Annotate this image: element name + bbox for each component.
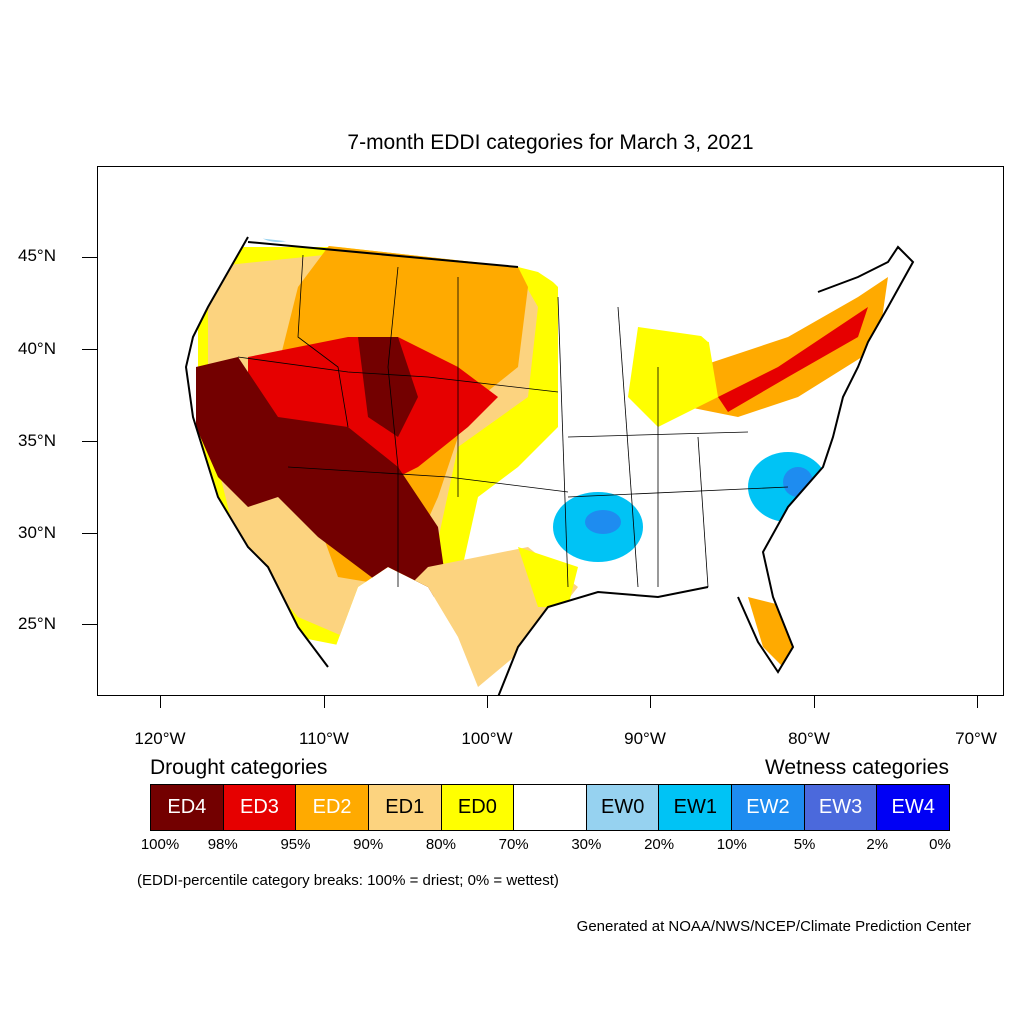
legend-break-label: 80%	[425, 836, 456, 853]
lat-label-45n: 45°N	[18, 246, 56, 265]
map-title: 7-month EDDI categories for March 3, 202…	[347, 131, 754, 154]
lon-tick	[487, 696, 488, 708]
legend-note: (EDDI-percentile category breaks: 100% =…	[137, 872, 559, 889]
lat-label-25n: 25°N	[18, 614, 56, 633]
legend-break-label: 20%	[644, 836, 675, 853]
lon-label-110w: 110°W	[299, 729, 349, 748]
map-canvas	[184, 236, 915, 695]
legend-cell-ew3: EW3	[804, 785, 878, 830]
legend-break-label: 70%	[498, 836, 529, 853]
legend-cell-ew0: EW0	[586, 785, 660, 830]
legend-break-label: 2%	[866, 836, 889, 853]
legend-break-label: 95%	[280, 836, 311, 853]
lon-tick	[977, 696, 978, 708]
legend-cell-ed3: ED3	[223, 785, 297, 830]
legend-break-label: 98%	[207, 836, 238, 853]
legend-cell-ed1: ED1	[368, 785, 442, 830]
legend-cell-neutral	[514, 785, 587, 830]
legend-colorbar: ED4 ED3 ED2 ED1 ED0 EW0 EW1 EW2 EW3 EW4	[150, 784, 950, 831]
credit-text: Generated at NOAA/NWS/NCEP/Climate Predi…	[576, 918, 971, 935]
lon-tick	[160, 696, 161, 708]
legend-cell-ew1: EW1	[659, 785, 733, 830]
lon-label-120w: 120°W	[134, 729, 186, 748]
legend-break-label: 0%	[929, 836, 951, 853]
legend-break-label: 100%	[140, 836, 180, 853]
lat-label-40n: 40°N	[18, 339, 56, 358]
lat-tick	[82, 257, 97, 258]
legend-cell-ed4: ED4	[151, 785, 224, 830]
lon-tick	[814, 696, 815, 708]
lat-label-35n: 35°N	[18, 431, 56, 450]
lat-label-30n: 30°N	[18, 523, 56, 542]
lon-tick	[324, 696, 325, 708]
lat-tick	[82, 533, 97, 534]
lat-tick	[82, 441, 97, 442]
lon-label-100w: 100°W	[461, 729, 513, 748]
legend-cell-ed0: ED0	[441, 785, 515, 830]
lon-tick	[650, 696, 651, 708]
lat-tick	[82, 624, 97, 625]
legend-break-label: 5%	[793, 836, 816, 853]
legend-cell-ed2: ED2	[296, 785, 369, 830]
lon-label-80w: 80°W	[788, 729, 830, 748]
eddi-map	[97, 166, 1004, 696]
lat-tick	[82, 349, 97, 350]
wetness-heading: Wetness categories	[764, 756, 949, 779]
legend-cell-ew2: EW2	[732, 785, 805, 830]
lon-label-90w: 90°W	[624, 729, 666, 748]
legend-break-label: 90%	[353, 836, 384, 853]
legend-cell-ew4: EW4	[877, 785, 950, 830]
legend-break-label: 10%	[716, 836, 747, 853]
legend-break-label: 30%	[571, 836, 602, 853]
lon-label-70w: 70°W	[955, 729, 997, 748]
drought-heading: Drought categories	[150, 756, 328, 779]
